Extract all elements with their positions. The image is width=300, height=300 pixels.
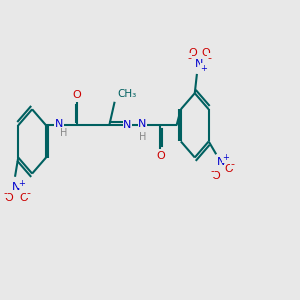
Text: O: O [188,47,197,58]
Text: N: N [55,119,63,129]
Text: H: H [60,128,67,138]
Text: N: N [195,59,203,69]
Text: -: - [207,53,211,63]
Text: CH₃: CH₃ [117,89,136,99]
Text: O: O [156,151,165,161]
Text: +: + [222,153,229,162]
Text: O: O [201,47,210,58]
Text: N: N [138,119,146,129]
Text: -: - [26,188,31,198]
Text: -: - [231,159,235,169]
Text: O: O [212,171,220,181]
Text: O: O [5,193,14,203]
Text: N: N [217,157,225,167]
Text: +: + [200,64,207,73]
Text: N: N [12,182,21,193]
Text: -: - [3,188,8,198]
Text: +: + [18,179,25,188]
Text: -: - [211,167,214,176]
Text: -: - [187,53,191,63]
Text: O: O [73,89,82,100]
Text: N: N [123,119,131,130]
Text: H: H [139,132,146,142]
Text: O: O [225,164,233,174]
Text: O: O [20,193,28,203]
